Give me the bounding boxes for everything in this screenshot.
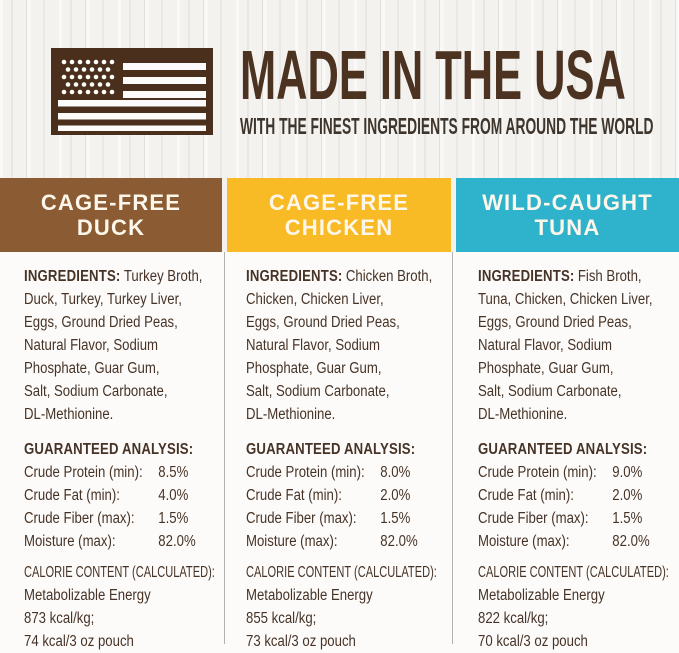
variant-name-line1: CAGE-FREE xyxy=(40,190,182,215)
analysis-label: Moisture (max): xyxy=(478,533,570,550)
guaranteed-analysis-title: GUARANTEED ANALYSIS: xyxy=(24,441,194,458)
analysis-value: 4.0% xyxy=(158,487,189,504)
column-divider xyxy=(224,252,225,644)
column-chicken: INGREDIENTS: Chicken Broth, Chicken, Chic… xyxy=(227,252,455,653)
header-cage-free-duck: CAGE-FREE DUCK xyxy=(0,178,222,252)
calorie-content-lines: Metabolizable Energy 822 kcal/kg; 70 kca… xyxy=(478,587,605,650)
ingredients-label: INGREDIENTS: xyxy=(478,268,575,285)
analysis-label: Crude Fiber (max): xyxy=(246,510,357,527)
calorie-content-title: CALORIE CONTENT (CALCULATED): xyxy=(246,564,437,581)
guaranteed-analysis-title: GUARANTEED ANALYSIS: xyxy=(478,441,648,458)
analysis-label: Crude Protein (min): xyxy=(24,464,143,481)
analysis-label: Moisture (max): xyxy=(246,533,338,550)
banner-title: MADE IN THE USA xyxy=(240,36,626,114)
analysis-label: Crude Protein (min): xyxy=(478,464,597,481)
calorie-content-title: CALORIE CONTENT (CALCULATED): xyxy=(24,564,215,581)
calorie-content-lines: Metabolizable Energy 873 kcal/kg; 74 kca… xyxy=(24,587,151,650)
ingredients-paragraph: INGREDIENTS: Chicken Broth, Chicken, Chic… xyxy=(246,265,448,426)
ingredients-text: Chicken Broth, Chicken, Chicken Liver, E… xyxy=(246,268,433,423)
variant-header-row: CAGE-FREE DUCK CAGE-FREE CHICKEN WILD-CA… xyxy=(0,178,679,252)
analysis-row: Crude Protein (min): 8.5% xyxy=(24,461,226,484)
guaranteed-analysis-title: GUARANTEED ANALYSIS: xyxy=(246,441,416,458)
analysis-row: Moisture (max): 82.0% xyxy=(246,530,448,553)
us-flag-icon xyxy=(51,48,213,135)
analysis-value: 1.5% xyxy=(380,510,411,527)
ingredients-paragraph: INGREDIENTS: Fish Broth, Tuna, Chicken, C… xyxy=(478,265,679,426)
analysis-row: Crude Fat (min): 2.0% xyxy=(246,484,448,507)
analysis-value: 9.0% xyxy=(612,464,643,481)
analysis-row: Crude Fiber (max): 1.5% xyxy=(478,507,679,530)
header-cage-free-chicken: CAGE-FREE CHICKEN xyxy=(227,178,451,252)
analysis-value: 82.0% xyxy=(158,533,196,550)
analysis-label: Crude Fiber (max): xyxy=(478,510,589,527)
variant-name-line2: DUCK xyxy=(76,215,146,240)
analysis-row: Crude Protein (min): 9.0% xyxy=(478,461,679,484)
calorie-content-lines: Metabolizable Energy 855 kcal/kg; 73 kca… xyxy=(246,587,373,650)
column-tuna: INGREDIENTS: Fish Broth, Tuna, Chicken, C… xyxy=(455,252,679,653)
made-in-usa-banner: MADE IN THE USA WITH THE FINEST INGREDIE… xyxy=(0,0,679,178)
variant-name-line1: CAGE-FREE xyxy=(268,190,410,215)
nutrition-columns: INGREDIENTS: Turkey Broth, Duck, Turkey, … xyxy=(0,252,679,653)
analysis-row: Crude Protein (min): 8.0% xyxy=(246,461,448,484)
variant-name-line2: TUNA xyxy=(534,215,601,240)
analysis-label: Crude Fat (min): xyxy=(24,487,120,504)
analysis-label: Crude Fat (min): xyxy=(478,487,574,504)
analysis-value: 2.0% xyxy=(612,487,643,504)
analysis-value: 1.5% xyxy=(612,510,643,527)
analysis-value: 82.0% xyxy=(380,533,418,550)
column-duck: INGREDIENTS: Turkey Broth, Duck, Turkey, … xyxy=(0,252,227,653)
analysis-row: Moisture (max): 82.0% xyxy=(24,530,226,553)
ingredients-text: Fish Broth, Tuna, Chicken, Chicken Liver… xyxy=(478,268,653,423)
analysis-row: Moisture (max): 82.0% xyxy=(478,530,679,553)
variant-name-line1: WILD-CAUGHT xyxy=(482,190,653,215)
analysis-value: 1.5% xyxy=(158,510,189,527)
ingredients-label: INGREDIENTS: xyxy=(246,268,343,285)
analysis-row: Crude Fat (min): 2.0% xyxy=(478,484,679,507)
analysis-label: Crude Fat (min): xyxy=(246,487,342,504)
ingredients-text: Turkey Broth, Duck, Turkey, Turkey Liver… xyxy=(24,268,203,423)
analysis-value: 8.5% xyxy=(158,464,189,481)
banner-subtitle: WITH THE FINEST INGREDIENTS FROM AROUND … xyxy=(240,113,654,139)
analysis-row: Crude Fat (min): 4.0% xyxy=(24,484,226,507)
analysis-row: Crude Fiber (max): 1.5% xyxy=(246,507,448,530)
column-divider xyxy=(452,252,453,644)
ingredients-paragraph: INGREDIENTS: Turkey Broth, Duck, Turkey, … xyxy=(24,265,226,426)
analysis-label: Crude Protein (min): xyxy=(246,464,365,481)
analysis-label: Crude Fiber (max): xyxy=(24,510,135,527)
analysis-label: Moisture (max): xyxy=(24,533,116,550)
analysis-value: 2.0% xyxy=(380,487,411,504)
analysis-row: Crude Fiber (max): 1.5% xyxy=(24,507,226,530)
header-wild-caught-tuna: WILD-CAUGHT TUNA xyxy=(456,178,679,252)
ingredients-label: INGREDIENTS: xyxy=(24,268,121,285)
variant-name-line2: CHICKEN xyxy=(284,215,394,240)
analysis-value: 82.0% xyxy=(612,533,650,550)
calorie-content-title: CALORIE CONTENT (CALCULATED): xyxy=(478,564,669,581)
analysis-value: 8.0% xyxy=(380,464,411,481)
